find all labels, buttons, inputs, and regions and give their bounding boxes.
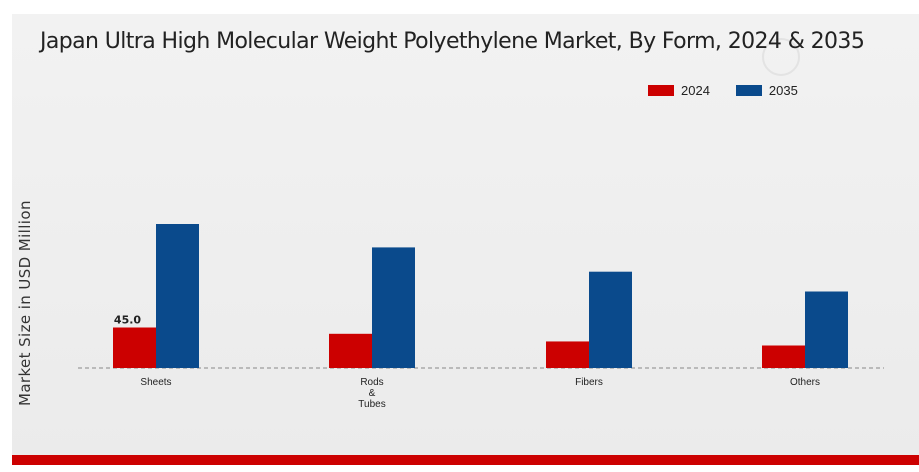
legend-item-2024: 2024	[648, 83, 710, 98]
footer-accent-bar	[12, 455, 919, 465]
x-tick-label: Sheets	[140, 377, 171, 388]
legend: 2024 2035	[648, 83, 824, 98]
x-tick-label: Rods	[360, 377, 383, 388]
data-label: 45.0	[114, 314, 141, 327]
bar-2035-rods-tubes	[372, 247, 415, 368]
watermark-logo	[762, 38, 800, 76]
legend-swatch-2035	[735, 85, 762, 96]
x-tick-label: Fibers	[575, 377, 603, 388]
chart-title: Japan Ultra High Molecular Weight Polyet…	[40, 29, 865, 54]
bar-2024-rods-tubes	[329, 333, 372, 368]
legend-item-2035: 2035	[735, 83, 798, 98]
bar-2035-sheets	[156, 224, 199, 368]
bar-2035-others	[805, 291, 848, 368]
bar-2024-fibers	[546, 341, 589, 368]
bar-2035-fibers	[589, 271, 632, 368]
bar-2024-sheets	[113, 327, 156, 368]
x-tick-label: &	[369, 388, 376, 399]
legend-label-2024: 2024	[681, 83, 710, 98]
x-tick-label: Tubes	[358, 399, 385, 410]
bar-2024-others	[762, 345, 805, 368]
legend-label-2035: 2035	[768, 83, 798, 98]
legend-swatch-2024	[648, 85, 674, 96]
x-tick-label: Others	[790, 377, 820, 388]
